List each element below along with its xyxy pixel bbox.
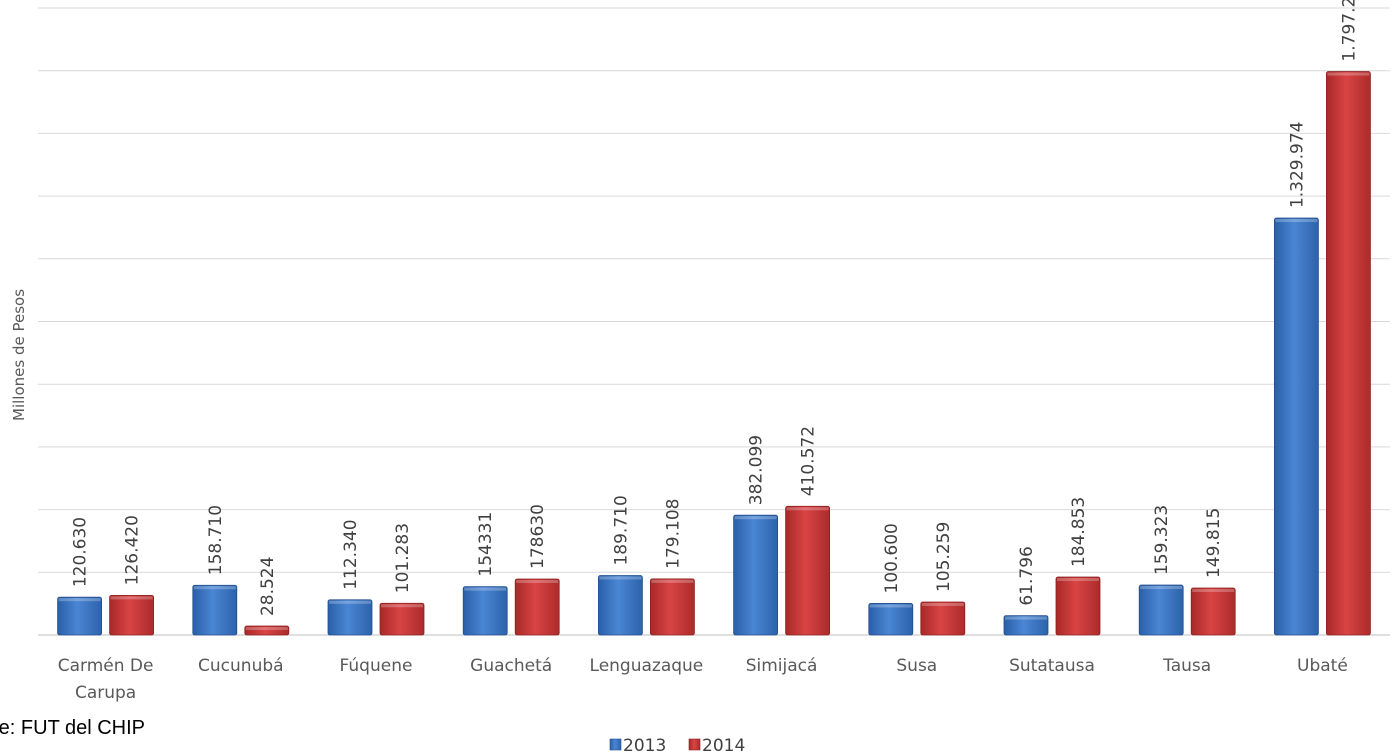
data-label: 1.797.211 [1339, 0, 1359, 62]
data-label: 101.283 [393, 523, 413, 593]
bar-highlight [786, 507, 829, 511]
legend-label-2013: 2013 [623, 736, 666, 755]
bar-2014 [379, 602, 425, 636]
x-tick-label: Susa [896, 656, 937, 676]
legend-swatch-2014 [688, 738, 701, 751]
x-tick-label: Simijacá [746, 656, 818, 676]
x-tick-label: Cucunubá [198, 656, 284, 676]
x-tick-label: Lenguazaque [590, 656, 704, 676]
bar-2013 [1138, 584, 1184, 636]
data-label: 149.815 [1204, 508, 1224, 578]
bar-highlight [1140, 586, 1183, 590]
data-label: 382.099 [747, 435, 767, 505]
bar-2014 [920, 601, 966, 636]
data-label: 410.572 [799, 426, 819, 496]
data-label: 112.340 [341, 519, 361, 589]
legend-swatch-2013 [609, 738, 622, 751]
data-label: 61.796 [1017, 546, 1037, 605]
bar-highlight [1192, 589, 1235, 593]
data-label: 126.420 [123, 515, 143, 585]
bar-2014 [1326, 71, 1371, 636]
data-label: 159.323 [1152, 505, 1172, 575]
bar-2013 [868, 603, 914, 636]
x-tick-label: Fúquene [340, 656, 413, 676]
bar-2014 [109, 594, 154, 636]
bar-2013 [57, 596, 102, 636]
bar-highlight [516, 579, 559, 583]
bar-2014 [1190, 587, 1236, 636]
data-label: 179.108 [663, 499, 683, 569]
bar-2014 [244, 625, 290, 636]
data-label: 158.710 [206, 505, 226, 575]
x-tick-label: Tausa [1162, 656, 1211, 676]
bar-highlight [110, 596, 153, 600]
bar-2014 [514, 578, 560, 636]
x-tick-label: Ubaté [1297, 656, 1348, 676]
legend-label-2014: 2014 [702, 736, 745, 755]
bar-2013 [462, 586, 508, 636]
data-label: 28.524 [258, 557, 278, 616]
data-label: 154331 [476, 512, 496, 577]
bar-2013 [1003, 615, 1049, 636]
bar-2014 [650, 578, 695, 636]
bar-highlight [193, 586, 236, 590]
x-tick-label: Carupa [75, 683, 136, 703]
gridlines [38, 7, 1390, 636]
bar-2014 [785, 505, 830, 636]
bar-highlight [1275, 219, 1318, 223]
x-tick-label: Sutatausa [1009, 656, 1095, 676]
bar-highlight [464, 587, 507, 591]
data-label: 189.710 [611, 495, 631, 565]
legend: 2013 2014 [609, 736, 745, 755]
bar-highlight [58, 598, 101, 602]
bar-highlight [651, 579, 694, 583]
data-labels: 120.630 126.420 158.710 28.524 112.340 101.28… [71, 0, 1360, 616]
source-note: nte: FUT del CHIP [0, 717, 146, 739]
data-label: 120.630 [71, 517, 91, 587]
bar-highlight [734, 516, 777, 520]
bar-2013 [733, 514, 778, 636]
x-tick-label: Carmén De [58, 656, 154, 676]
data-label: 178630 [528, 504, 548, 569]
y-axis-label: Millones de Pesos [10, 289, 28, 421]
x-tick-labels: Carmén De Carupa Cucunubá Fúquene Guachetá Le… [58, 656, 1348, 703]
bar-highlight [1057, 578, 1099, 582]
bar-highlight [329, 600, 371, 604]
bars [57, 71, 1371, 636]
data-label: 100.600 [882, 523, 902, 593]
bar-2013 [1274, 217, 1319, 636]
bar-2014 [1055, 576, 1101, 636]
data-label: 1.329.974 [1287, 122, 1307, 209]
x-tick-label: Guachetá [470, 656, 552, 676]
bar-highlight [1327, 72, 1370, 76]
data-label: 105.259 [934, 522, 954, 592]
bar-highlight [599, 576, 642, 580]
bar-highlight [921, 603, 964, 607]
bar-2013 [327, 599, 373, 636]
bar-2013 [598, 575, 643, 636]
bar-2013 [192, 584, 238, 636]
bar-highlight [869, 604, 912, 608]
bar-highlight [381, 604, 423, 608]
data-label: 184.853 [1069, 497, 1089, 567]
bar-highlight [245, 627, 288, 631]
bar-highlight [1005, 616, 1047, 620]
